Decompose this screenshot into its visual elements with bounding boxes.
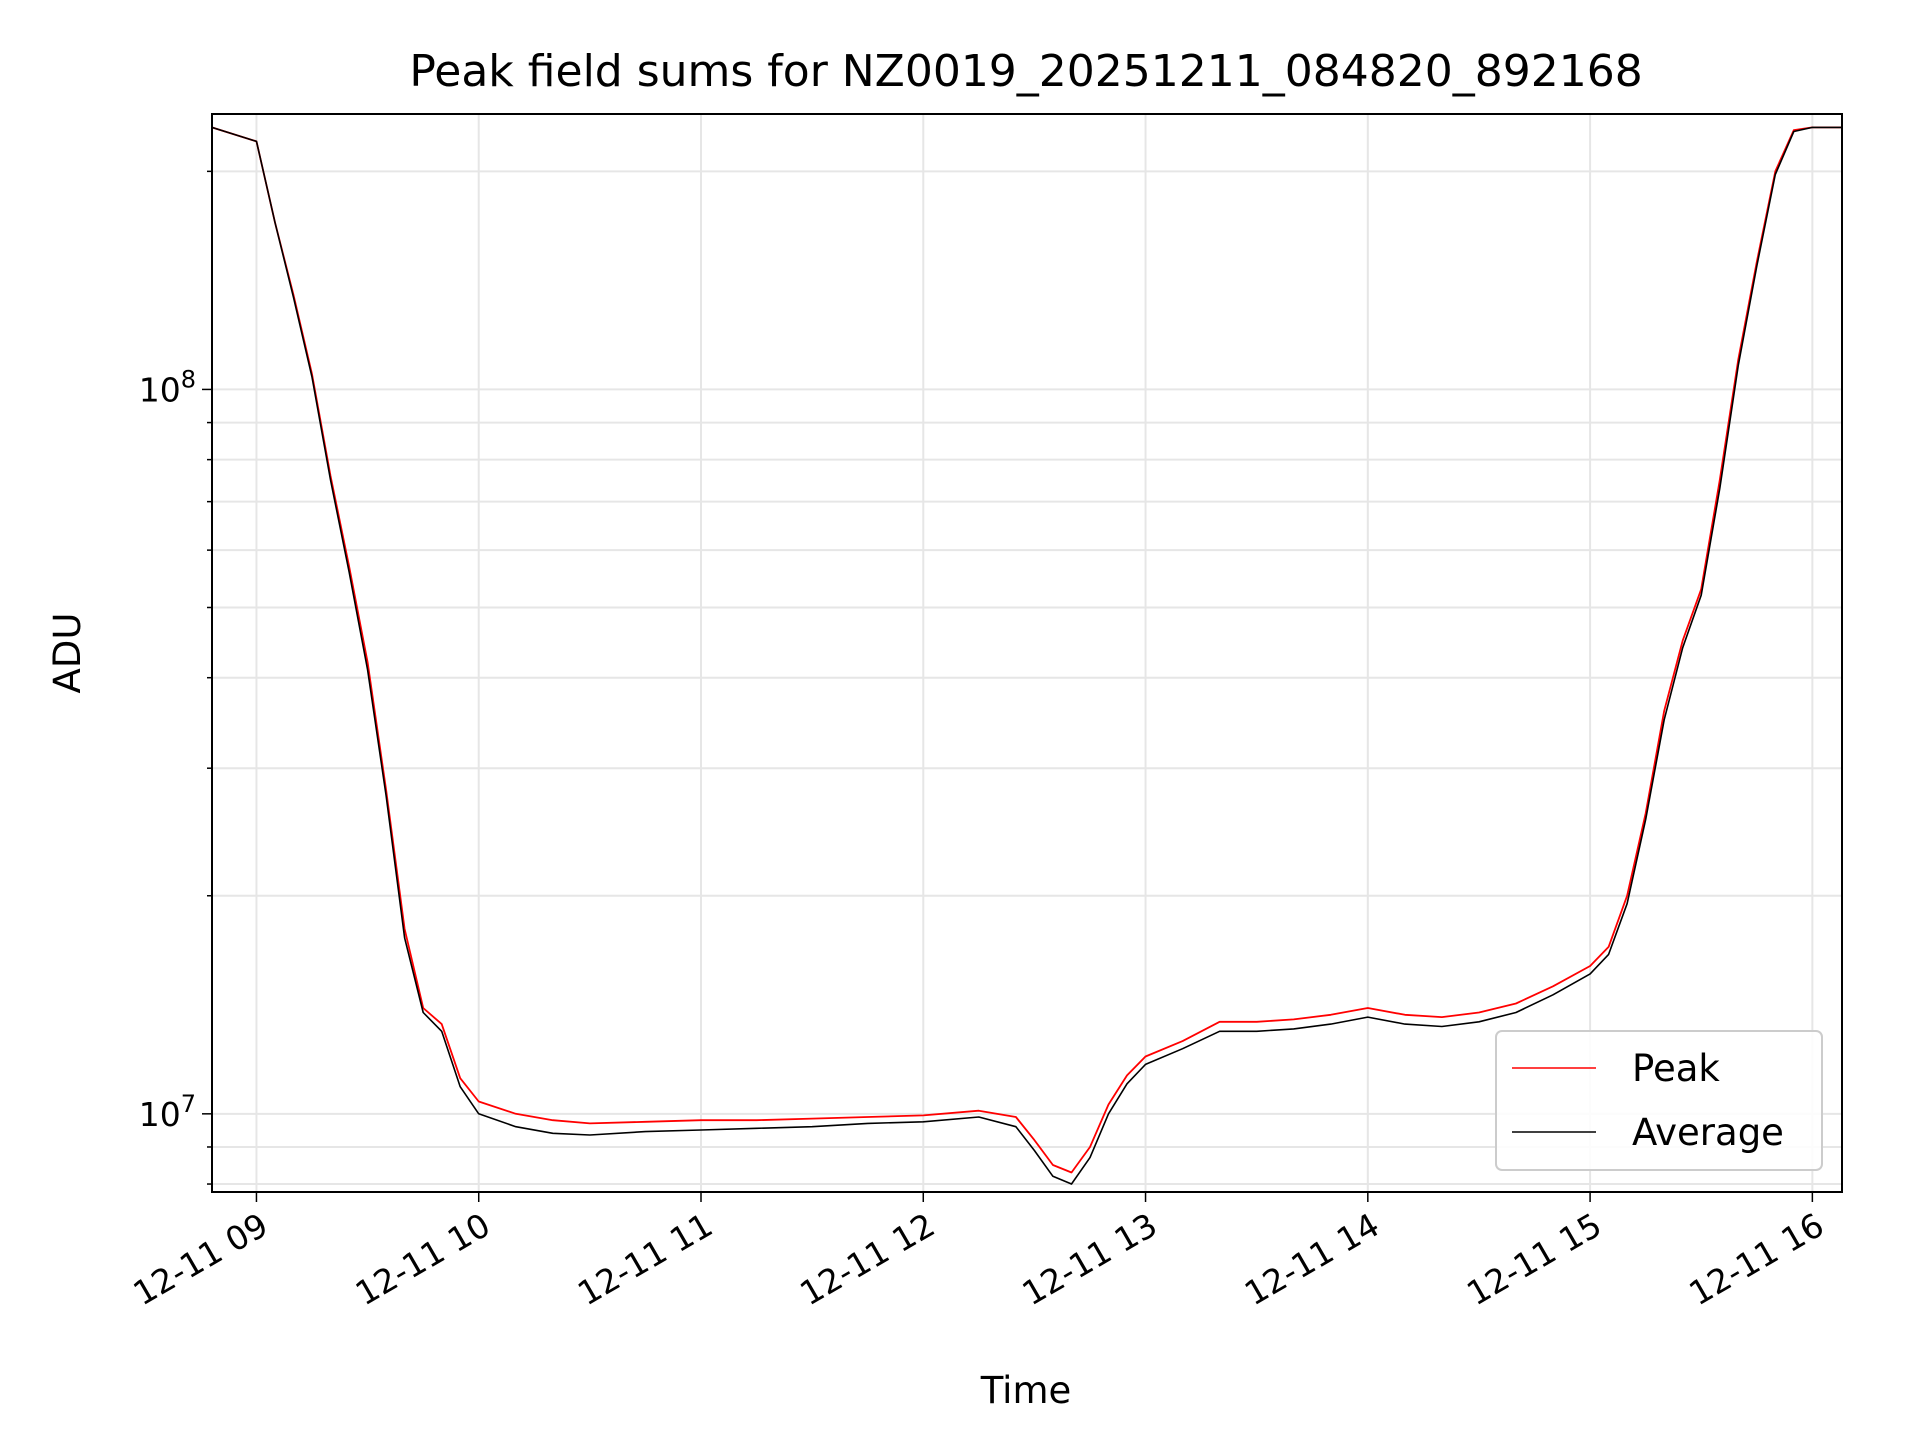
x-tick-label: 12-11 14 — [1238, 1205, 1386, 1313]
y-axis-label: ADU — [46, 613, 89, 694]
grid — [212, 114, 1842, 1192]
chart-title: Peak field sums for NZ0019_20251211_0848… — [409, 46, 1642, 97]
x-axis-label: Time — [980, 1369, 1072, 1412]
x-tick-label: 12-11 11 — [571, 1205, 719, 1313]
legend-label-peak: Peak — [1632, 1047, 1720, 1090]
x-tick-label: 12-11 10 — [349, 1205, 497, 1313]
x-tick-label: 12-11 13 — [1016, 1205, 1164, 1313]
legend-box — [1495, 1030, 1823, 1171]
x-tick-label: 12-11 15 — [1460, 1205, 1608, 1313]
series-layer — [212, 126, 1842, 1185]
legend: Peak Average — [1495, 1030, 1823, 1171]
x-tick-label: 12-11 16 — [1682, 1205, 1830, 1313]
series-line-peak — [212, 126, 1842, 1174]
plot-frame — [211, 113, 1843, 1193]
legend-label-average: Average — [1632, 1111, 1784, 1154]
y-tick-label: 107 — [139, 1090, 196, 1134]
series-group — [212, 126, 1842, 1185]
x-tick-label: 12-11 09 — [126, 1205, 274, 1313]
x-tick-label: 12-11 12 — [793, 1205, 941, 1313]
y-axis: 107 108 — [139, 170, 212, 1185]
series-line-average — [212, 126, 1842, 1185]
y-tick-label: 108 — [139, 365, 196, 409]
x-axis: 12-11 09 12-11 10 12-11 11 12-11 12 12-11 13… — [126, 1192, 1830, 1313]
